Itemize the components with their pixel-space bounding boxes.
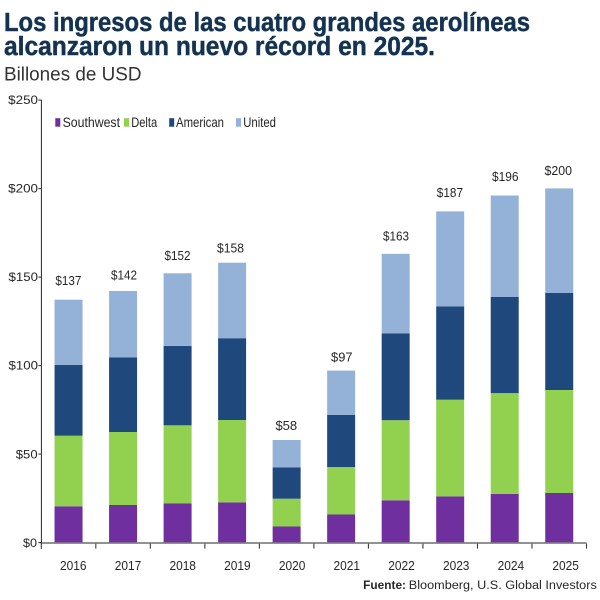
svg-text:2023: 2023 [443, 558, 470, 573]
svg-text:2018: 2018 [169, 558, 196, 573]
svg-text:2017: 2017 [115, 558, 142, 573]
svg-text:$200: $200 [8, 183, 38, 196]
svg-text:Southwest: Southwest [63, 114, 120, 130]
svg-text:alcanzaron un nuevo récord en: alcanzaron un nuevo récord en 2025. [4, 33, 435, 61]
svg-text:$187: $187 [437, 185, 463, 200]
svg-text:2022: 2022 [388, 558, 415, 573]
svg-text:$137: $137 [55, 273, 81, 288]
svg-text:$196: $196 [492, 169, 519, 184]
svg-text:$0: $0 [23, 537, 38, 550]
svg-text:$158: $158 [217, 241, 244, 256]
svg-text:2024: 2024 [498, 558, 525, 573]
svg-text:2025: 2025 [552, 558, 579, 573]
svg-text:$163: $163 [383, 229, 409, 244]
svg-text:$152: $152 [165, 248, 191, 263]
svg-text:2019: 2019 [224, 558, 251, 573]
svg-text:Fuente:: Fuente: [363, 580, 406, 592]
svg-text:2016: 2016 [60, 558, 87, 573]
svg-text:$200: $200 [545, 163, 573, 178]
svg-text:$50: $50 [16, 448, 38, 461]
svg-text:$97: $97 [331, 350, 353, 365]
svg-text:Billones de USD: Billones de USD [4, 64, 142, 86]
svg-text:Los ingresos de las cuatro gra: Los ingresos de las cuatro grandes aerol… [4, 9, 530, 37]
svg-text:2020: 2020 [279, 558, 306, 573]
svg-text:Bloomberg, U.S. Global Investo: Bloomberg, U.S. Global Investors [409, 580, 597, 592]
svg-text:United: United [243, 114, 276, 130]
svg-text:$142: $142 [111, 268, 137, 283]
svg-text:$100: $100 [9, 360, 39, 373]
svg-text:American: American [176, 114, 224, 130]
svg-text:2021: 2021 [334, 558, 361, 573]
svg-text:$58: $58 [275, 418, 297, 433]
svg-text:$250: $250 [8, 94, 38, 107]
svg-text:Delta: Delta [131, 114, 157, 130]
svg-text:$150: $150 [9, 271, 39, 284]
